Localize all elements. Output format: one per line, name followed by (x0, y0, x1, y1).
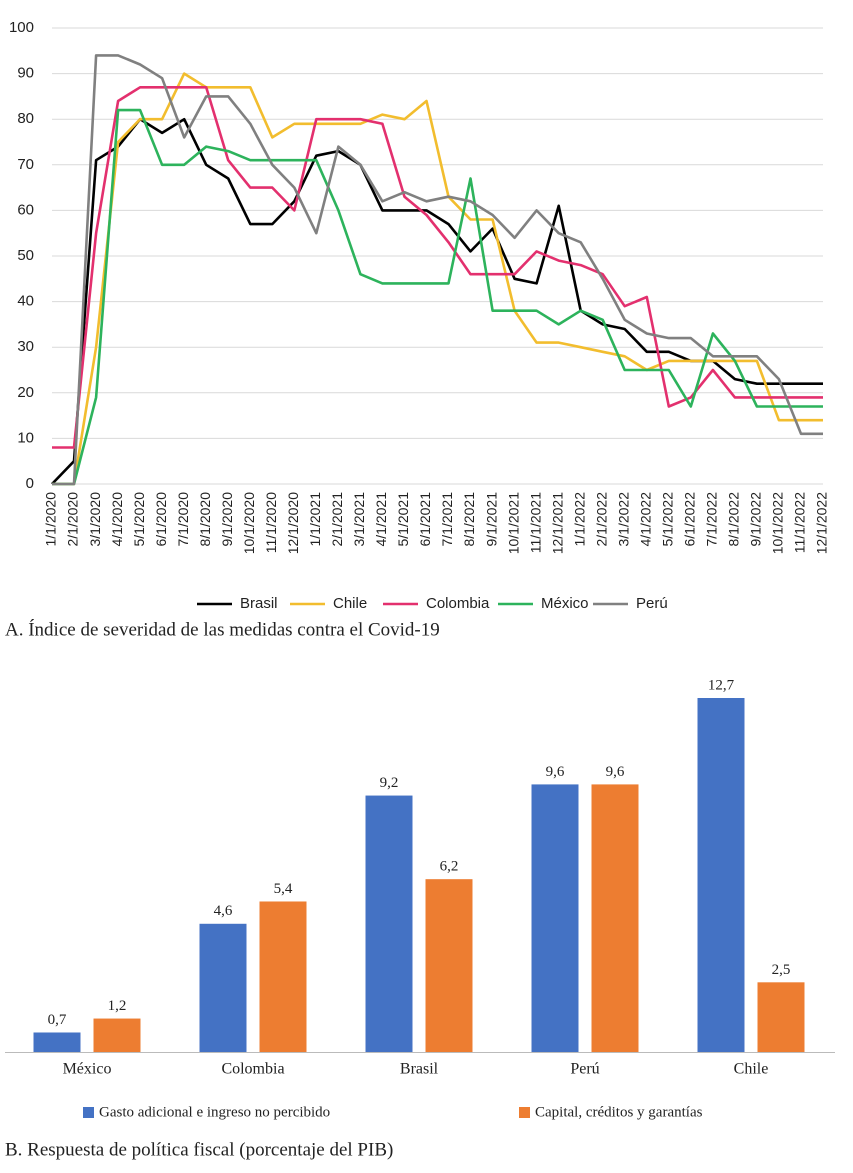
x-tick-label: 3/1/2021 (351, 492, 367, 547)
x-tick-label: 2/1/2020 (65, 492, 81, 547)
data-label: 0,7 (48, 1012, 67, 1028)
legend-label: Capital, créditos y garantías (535, 1104, 703, 1120)
x-tick-label: 7/1/2022 (704, 492, 720, 547)
x-tick-label: 11/1/2022 (792, 492, 808, 553)
x-tick-label: 11/1/2021 (527, 492, 543, 553)
y-tick-label: 60 (17, 201, 34, 218)
bar (697, 698, 745, 1052)
y-tick-label: 10 (17, 429, 34, 446)
x-tick-label: 9/1/2021 (483, 492, 499, 547)
x-tick-label: México (63, 1061, 112, 1078)
x-tick-label: 6/1/2022 (682, 492, 698, 547)
y-tick-label: 20 (17, 384, 34, 401)
line-series (52, 108, 823, 486)
x-tick-label: 1/1/2020 (43, 492, 59, 547)
y-tick-label: 40 (17, 293, 34, 310)
bar (365, 795, 413, 1052)
data-label: 6,2 (440, 859, 459, 875)
chart-title: B. Respuesta de política fiscal (porcent… (5, 1139, 393, 1160)
y-tick-label: 100 (9, 19, 34, 36)
legend-label: Perú (636, 595, 668, 612)
x-tick-label: 5/1/2020 (131, 492, 147, 547)
x-tick-label: 2/1/2021 (329, 492, 345, 547)
data-label: 9,6 (606, 764, 625, 780)
bar (199, 923, 247, 1052)
x-tick-label: 10/1/2020 (241, 492, 257, 554)
x-tick-label: Colombia (221, 1061, 284, 1078)
x-tick-label: 6/1/2021 (417, 492, 433, 547)
x-tick-label: 5/1/2021 (395, 492, 411, 547)
x-tick-label: 4/1/2022 (637, 492, 653, 547)
x-tick-label: 6/1/2020 (153, 492, 169, 547)
x-tick-label: 9/1/2022 (748, 492, 764, 547)
x-tick-label: 9/1/2020 (219, 492, 235, 547)
bar (591, 784, 639, 1052)
x-tick-label: 12/1/2020 (285, 492, 301, 554)
line-series (52, 54, 823, 486)
legend-label: Colombia (426, 595, 490, 612)
x-tick-label: 4/1/2020 (109, 492, 125, 547)
legend-swatch (83, 1107, 94, 1118)
x-tick-label: 1/1/2021 (307, 492, 323, 547)
x-tick-label: Brasil (400, 1061, 439, 1078)
y-tick-label: 0 (26, 475, 34, 492)
x-tick-label: 2/1/2022 (593, 492, 609, 547)
data-label: 9,6 (546, 764, 565, 780)
legend-swatch (519, 1107, 530, 1118)
x-tick-label: 10/1/2021 (505, 492, 521, 554)
x-tick-label: 4/1/2021 (373, 492, 389, 547)
y-tick-label: 90 (17, 65, 34, 82)
x-tick-label: 1/1/2022 (571, 492, 587, 547)
x-tick-label: 7/1/2021 (439, 492, 455, 547)
x-tick-label: 12/1/2022 (814, 492, 830, 554)
chart-title: A. Índice de severidad de las medidas co… (5, 618, 440, 640)
line-series (52, 86, 823, 449)
y-tick-label: 70 (17, 156, 34, 173)
legend-label: Brasil (240, 595, 278, 612)
x-tick-label: 11/1/2020 (263, 492, 279, 553)
bar (425, 879, 473, 1052)
data-label: 5,4 (274, 881, 293, 897)
x-tick-label: Perú (570, 1061, 599, 1078)
bar (259, 901, 307, 1052)
x-tick-label: 3/1/2020 (87, 492, 103, 547)
bar (757, 982, 805, 1052)
x-tick-label: 8/1/2021 (461, 492, 477, 547)
y-tick-label: 80 (17, 110, 34, 127)
x-tick-label: 5/1/2022 (660, 492, 676, 547)
x-tick-label: 10/1/2022 (770, 492, 786, 554)
legend-label: Chile (333, 595, 367, 612)
x-tick-label: 3/1/2022 (615, 492, 631, 547)
line-series (52, 72, 823, 486)
data-label: 4,6 (214, 903, 233, 919)
y-tick-label: 50 (17, 247, 34, 264)
data-label: 1,2 (108, 998, 127, 1014)
bar (531, 784, 579, 1052)
x-tick-label: 8/1/2020 (197, 492, 213, 547)
x-tick-label: 7/1/2020 (175, 492, 191, 547)
y-tick-label: 30 (17, 338, 34, 355)
bar (33, 1032, 81, 1052)
data-label: 2,5 (772, 962, 791, 978)
legend-label: México (541, 595, 589, 612)
x-tick-label: 8/1/2022 (726, 492, 742, 547)
bar (93, 1018, 141, 1052)
legend-label: Gasto adicional e ingreso no percibido (99, 1104, 330, 1120)
x-tick-label: 12/1/2021 (549, 492, 565, 554)
data-label: 9,2 (380, 775, 399, 791)
x-tick-label: Chile (734, 1061, 769, 1078)
data-label: 12,7 (708, 677, 735, 693)
